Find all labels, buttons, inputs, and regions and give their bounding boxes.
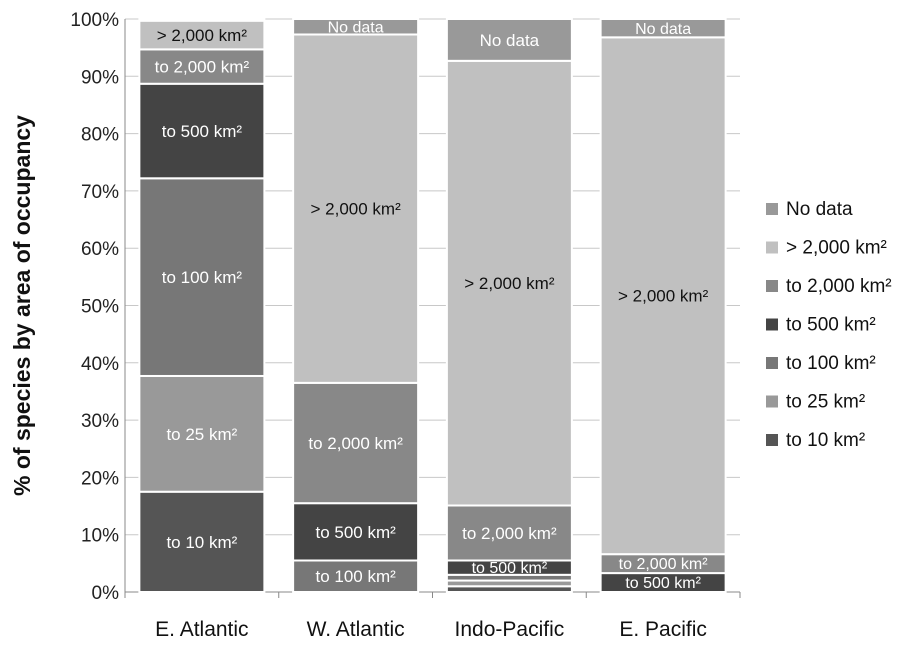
y-tick-label: 70%	[81, 182, 119, 203]
legend-swatch	[766, 241, 778, 254]
legend-label: > 2,000 km²	[786, 238, 887, 259]
legend-swatch	[766, 357, 778, 369]
bar-segment	[138, 18, 266, 22]
legend-label: to 25 km²	[786, 392, 865, 413]
legend-swatch	[766, 280, 778, 292]
y-tick-label: 30%	[81, 411, 119, 432]
legend-label: to 500 km²	[786, 315, 876, 336]
x-tick-label: Indo-Pacific	[455, 618, 565, 640]
legend-swatch	[766, 203, 778, 215]
segment-label: No data	[480, 31, 540, 50]
bar-segment	[445, 18, 573, 62]
y-tick-label: 50%	[81, 297, 119, 318]
legend-label: to 100 km²	[786, 353, 876, 374]
bar-segment	[292, 559, 420, 593]
y-tick-label: 80%	[81, 125, 119, 146]
bar-segment	[599, 18, 727, 39]
bar-segment	[138, 82, 266, 180]
legend-label: to 10 km²	[786, 430, 865, 451]
y-tick-label: 90%	[81, 67, 119, 88]
x-tick-label: E. Pacific	[619, 618, 707, 640]
y-tick-label: 60%	[81, 239, 119, 260]
segment-label: to 500 km²	[162, 122, 243, 141]
segment-label: to 25 km²	[166, 425, 237, 444]
segment-label: to 2,000 km²	[308, 434, 403, 453]
y-tick-label: 100%	[70, 10, 119, 31]
segment-label: to 2,000 km²	[619, 556, 709, 573]
segment-label: No data	[328, 19, 384, 36]
x-tick-label: W. Atlantic	[307, 618, 405, 640]
bar-segment	[599, 36, 727, 556]
y-tick-label: 20%	[81, 468, 119, 489]
segment-label: > 2,000 km²	[157, 26, 248, 45]
segment-label: > 2,000 km²	[618, 287, 709, 306]
segment-label: to 500 km²	[472, 560, 548, 577]
bar-segment	[445, 504, 573, 562]
segment-label: to 2,000 km²	[155, 58, 250, 77]
legend-label: No data	[786, 199, 853, 220]
bar-segment	[138, 19, 266, 51]
segment-label: > 2,000 km²	[311, 200, 402, 219]
segment-label: to 100 km²	[162, 268, 243, 287]
segment-label: to 500 km²	[315, 523, 396, 542]
segment-label: to 100 km²	[315, 567, 396, 586]
bar-segment	[292, 33, 420, 384]
segment-label: to 500 km²	[625, 575, 701, 592]
legend-label: to 2,000 km²	[786, 276, 892, 297]
y-axis-title: % of species by area of occupancy	[9, 115, 35, 496]
segment-label: > 2,000 km²	[464, 274, 555, 293]
y-tick-label: 40%	[81, 354, 119, 375]
segment-label: to 10 km²	[166, 533, 237, 552]
x-tick-label: E. Atlantic	[155, 618, 248, 640]
legend-swatch	[766, 318, 778, 331]
legend-swatch	[766, 395, 778, 408]
segment-label: to 2,000 km²	[462, 524, 557, 543]
bar-segment	[292, 18, 420, 36]
segment-label: No data	[635, 21, 691, 38]
y-tick-label: 10%	[81, 526, 119, 547]
legend-swatch	[766, 434, 778, 446]
bar-segment	[292, 381, 420, 505]
bar-segment	[445, 59, 573, 507]
y-tick-label: 0%	[92, 583, 120, 604]
bar-segment	[138, 48, 266, 85]
